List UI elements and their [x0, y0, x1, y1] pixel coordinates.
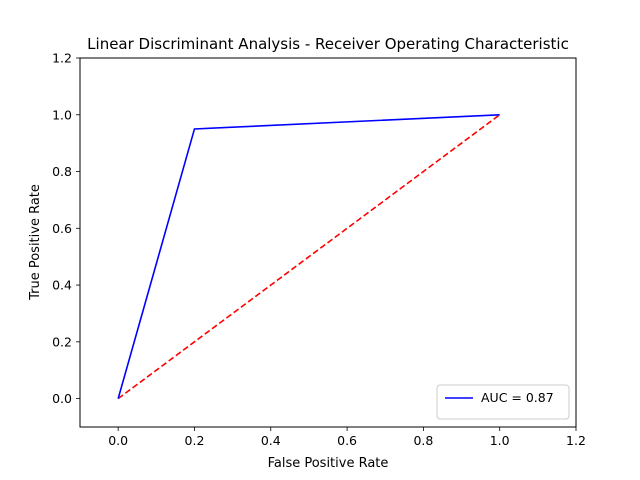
plot-area [117, 113, 501, 400]
legend: AUC = 0.87 [436, 384, 570, 420]
series-line-1 [117, 114, 501, 400]
legend-box [436, 384, 570, 420]
y-tick-label: 1.2 [52, 51, 72, 66]
legend-label: AUC = 0.87 [481, 390, 554, 405]
y-tick-label: 0.4 [52, 278, 72, 293]
y-tick-label: 0.2 [52, 334, 72, 349]
y-tick-label: 1.0 [52, 107, 72, 122]
x-axis-label: False Positive Rate [268, 456, 389, 471]
y-axis-label: True Positive Rate [28, 184, 43, 301]
x-tick-label: 0.4 [261, 433, 281, 448]
x-tick-label: 1.0 [490, 433, 510, 448]
axes-frame [79, 57, 577, 428]
y-axis-ticks: 0.0 0.2 0.4 0.6 0.8 1.0 1.2 [52, 51, 80, 406]
x-tick-label: 0.0 [108, 433, 128, 448]
series-line-0 [117, 113, 500, 399]
x-tick-label: 0.6 [337, 433, 357, 448]
x-tick-label: 1.2 [566, 433, 586, 448]
y-tick-label: 0.6 [52, 221, 72, 236]
x-tick-label: 0.8 [413, 433, 433, 448]
y-tick-label: 0.0 [52, 391, 72, 406]
chart-title: Linear Discriminant Analysis - Receiver … [87, 35, 569, 53]
x-tick-label: 0.2 [185, 433, 205, 448]
y-tick-label: 0.8 [52, 164, 72, 179]
x-axis-ticks: 0.0 0.2 0.4 0.6 0.8 1.0 1.2 [108, 427, 586, 448]
